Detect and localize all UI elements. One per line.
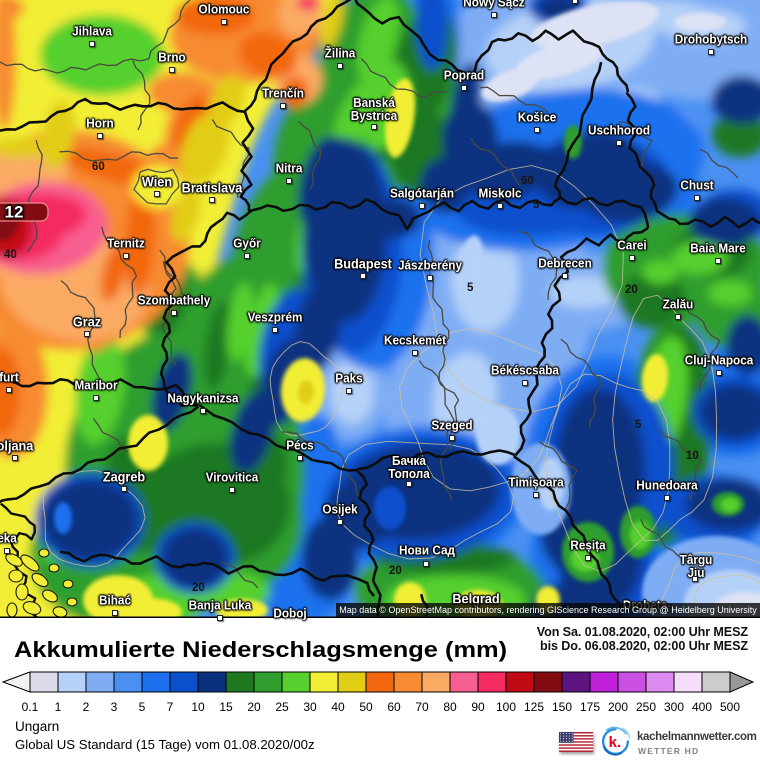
svg-text:60: 60 (521, 175, 534, 187)
svg-text:10: 10 (686, 450, 699, 462)
svg-text:40: 40 (4, 249, 17, 261)
svg-text:k.: k. (609, 734, 622, 751)
svg-text:60: 60 (92, 161, 105, 173)
svg-text:5: 5 (635, 419, 642, 431)
svg-text:20: 20 (192, 582, 205, 594)
svg-text:20: 20 (389, 565, 402, 577)
svg-text:5: 5 (533, 199, 540, 211)
svg-text:20: 20 (625, 284, 638, 296)
svg-text:5: 5 (467, 282, 474, 294)
